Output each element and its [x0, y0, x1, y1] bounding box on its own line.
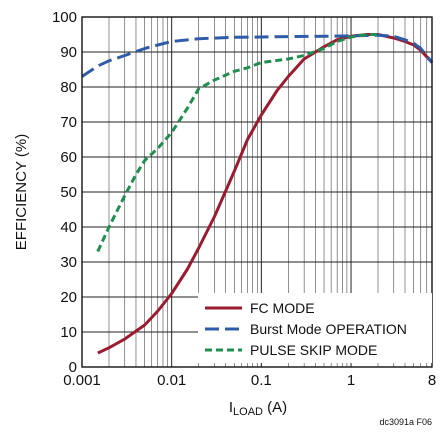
y-tick-label: 90 [60, 44, 77, 61]
legend-label: FC MODE [250, 300, 315, 316]
figure-code: dc3091a F06 [379, 417, 432, 427]
x-tick-label: 1 [347, 372, 355, 389]
y-tick-label: 10 [60, 324, 77, 341]
y-tick-label: 70 [60, 114, 77, 131]
legend-label: PULSE SKIP MODE [250, 342, 377, 358]
series-line-burst-mode-operation [81, 33, 434, 78]
x-axis-title-subscript: LOAD [233, 406, 263, 418]
y-tick-label: 80 [60, 79, 77, 96]
series-layer [81, 33, 434, 355]
x-axis-title-unit: (A) [263, 399, 287, 416]
series-line-pulse-skip-mode [96, 33, 378, 253]
x-tick-label: 0.001 [63, 372, 101, 389]
legend: FC MODE Burst Mode OPERATION PULSE SKIP MO… [198, 293, 432, 363]
legend-label: Burst Mode OPERATION [250, 321, 407, 337]
y-tick-label: 20 [60, 289, 77, 306]
y-tick-label: 100 [52, 9, 77, 26]
x-axis-title: ILOAD (A) [229, 399, 287, 418]
x-tick-label: 0.01 [157, 372, 186, 389]
y-tick-label: 40 [60, 219, 77, 236]
tick-labels: 0 10 20 30 40 50 60 70 80 90 100 0.001 0.01 0.1 1 8 [52, 9, 436, 389]
series-line-fc-mode [97, 33, 434, 355]
y-tick-label: 50 [60, 184, 77, 201]
y-tick-label: 60 [60, 149, 77, 166]
plot-frame [81, 16, 433, 368]
y-tick-label: 30 [60, 254, 77, 271]
x-tick-label: 8 [428, 372, 436, 389]
y-tick-label: 0 [69, 359, 77, 376]
x-axis-title-main: I [229, 399, 233, 416]
y-axis-title: EFFICIENCY (%) [13, 134, 30, 250]
x-tick-label: 0.1 [251, 372, 272, 389]
